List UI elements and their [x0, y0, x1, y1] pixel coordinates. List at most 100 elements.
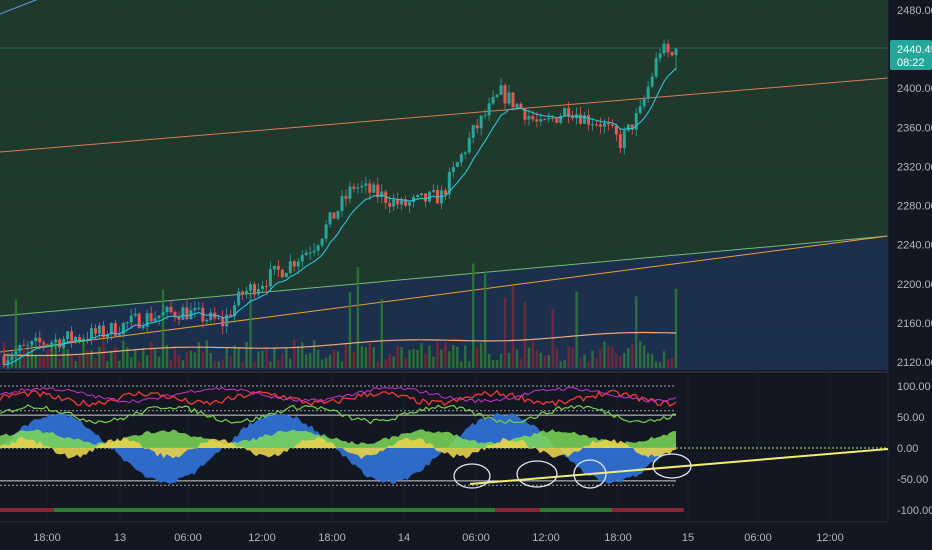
volume-bar [134, 349, 137, 368]
volume-bar [34, 355, 38, 368]
candle-body [38, 337, 42, 343]
volume-bar [452, 345, 455, 368]
volume-bar [380, 299, 383, 368]
candle-body [567, 108, 571, 117]
volume-bar [650, 354, 654, 368]
status-segment [333, 508, 342, 512]
volume-bar [603, 341, 606, 368]
price-tick-label: 2200.00 [897, 279, 932, 291]
candle-body [579, 114, 583, 124]
status-segment [297, 508, 306, 512]
status-segment [108, 508, 117, 512]
status-segment [9, 508, 18, 512]
candle-body [356, 187, 360, 189]
volume-bar [396, 346, 399, 368]
volume-bar [221, 359, 224, 368]
candle-body [34, 337, 38, 342]
status-segment [144, 508, 153, 512]
volume-bar [340, 361, 344, 368]
candle-body [173, 312, 177, 318]
volume-bar [523, 302, 527, 368]
candle-body [332, 212, 336, 219]
status-segment [207, 508, 216, 512]
volume-bar [611, 346, 614, 368]
volume-bar [376, 361, 379, 368]
status-segment [540, 508, 549, 512]
candle-body [197, 307, 201, 309]
volume-bar [169, 360, 173, 368]
volume-bar [86, 349, 89, 368]
volume-bar [599, 348, 602, 368]
volume-bar [193, 352, 197, 368]
volume-bar [412, 348, 415, 368]
status-segment [324, 508, 333, 512]
candle-body [121, 323, 125, 335]
volume-bar [281, 353, 284, 368]
candle-body [630, 124, 634, 130]
annotation-circle [573, 459, 607, 489]
candle-body [463, 152, 467, 155]
status-segment [477, 508, 486, 512]
candle-body [507, 92, 511, 104]
candle-body [260, 285, 264, 290]
candle-body [324, 224, 328, 239]
time-tick-label: 13 [114, 532, 126, 544]
candle-body [590, 124, 594, 126]
volume-bar [161, 289, 165, 368]
candle-body [272, 265, 276, 270]
candle-body [97, 325, 101, 334]
candle-body [18, 345, 22, 352]
candle-body [674, 48, 678, 56]
candle-body [447, 171, 451, 195]
candle-body [471, 125, 475, 138]
candles [2, 39, 678, 370]
candle-body [308, 252, 312, 254]
candle-body [149, 313, 153, 322]
candle-body [352, 186, 356, 189]
candle-body [256, 289, 260, 295]
status-segment [180, 508, 189, 512]
volume-bar [583, 354, 586, 368]
candle-body [654, 58, 658, 77]
volume-bar [670, 357, 674, 368]
candle-body [93, 328, 97, 334]
volume-bar [66, 349, 69, 368]
status-segment [126, 508, 135, 512]
volume-bar [619, 355, 622, 368]
volume-bar [639, 340, 642, 368]
candle-body [646, 86, 650, 99]
status-segment [603, 508, 612, 512]
status-strip [0, 508, 684, 512]
candle-body [74, 336, 78, 341]
volume-bar [269, 361, 272, 368]
time-tick-label: 12:00 [532, 532, 560, 544]
candle-body [264, 285, 268, 287]
volume-bar [404, 358, 407, 368]
volume-bar [575, 291, 578, 368]
volume-bar [308, 352, 312, 368]
price-tick-label: 2320.00 [897, 161, 932, 173]
volume-bar [547, 355, 550, 368]
volume-bar [285, 347, 288, 368]
status-segment [576, 508, 585, 512]
volume-bar [98, 346, 101, 368]
volume-bar [249, 293, 252, 368]
candle-body [487, 103, 491, 116]
candle-body [296, 261, 300, 267]
status-segment [585, 508, 594, 512]
candle-body [82, 338, 86, 341]
volume-bar [654, 361, 658, 368]
candle-body [626, 124, 630, 131]
status-segment [270, 508, 279, 512]
volume-bar [416, 349, 419, 368]
volume-bar [543, 355, 546, 368]
volume-bar [436, 341, 439, 368]
trendline-orange-upper [0, 77, 889, 153]
candle-body [312, 250, 316, 253]
candle-body [66, 331, 70, 340]
price-axis-bg [888, 0, 932, 550]
volume-bar [74, 361, 77, 368]
candle-body [288, 261, 292, 273]
candle-body [22, 345, 26, 347]
